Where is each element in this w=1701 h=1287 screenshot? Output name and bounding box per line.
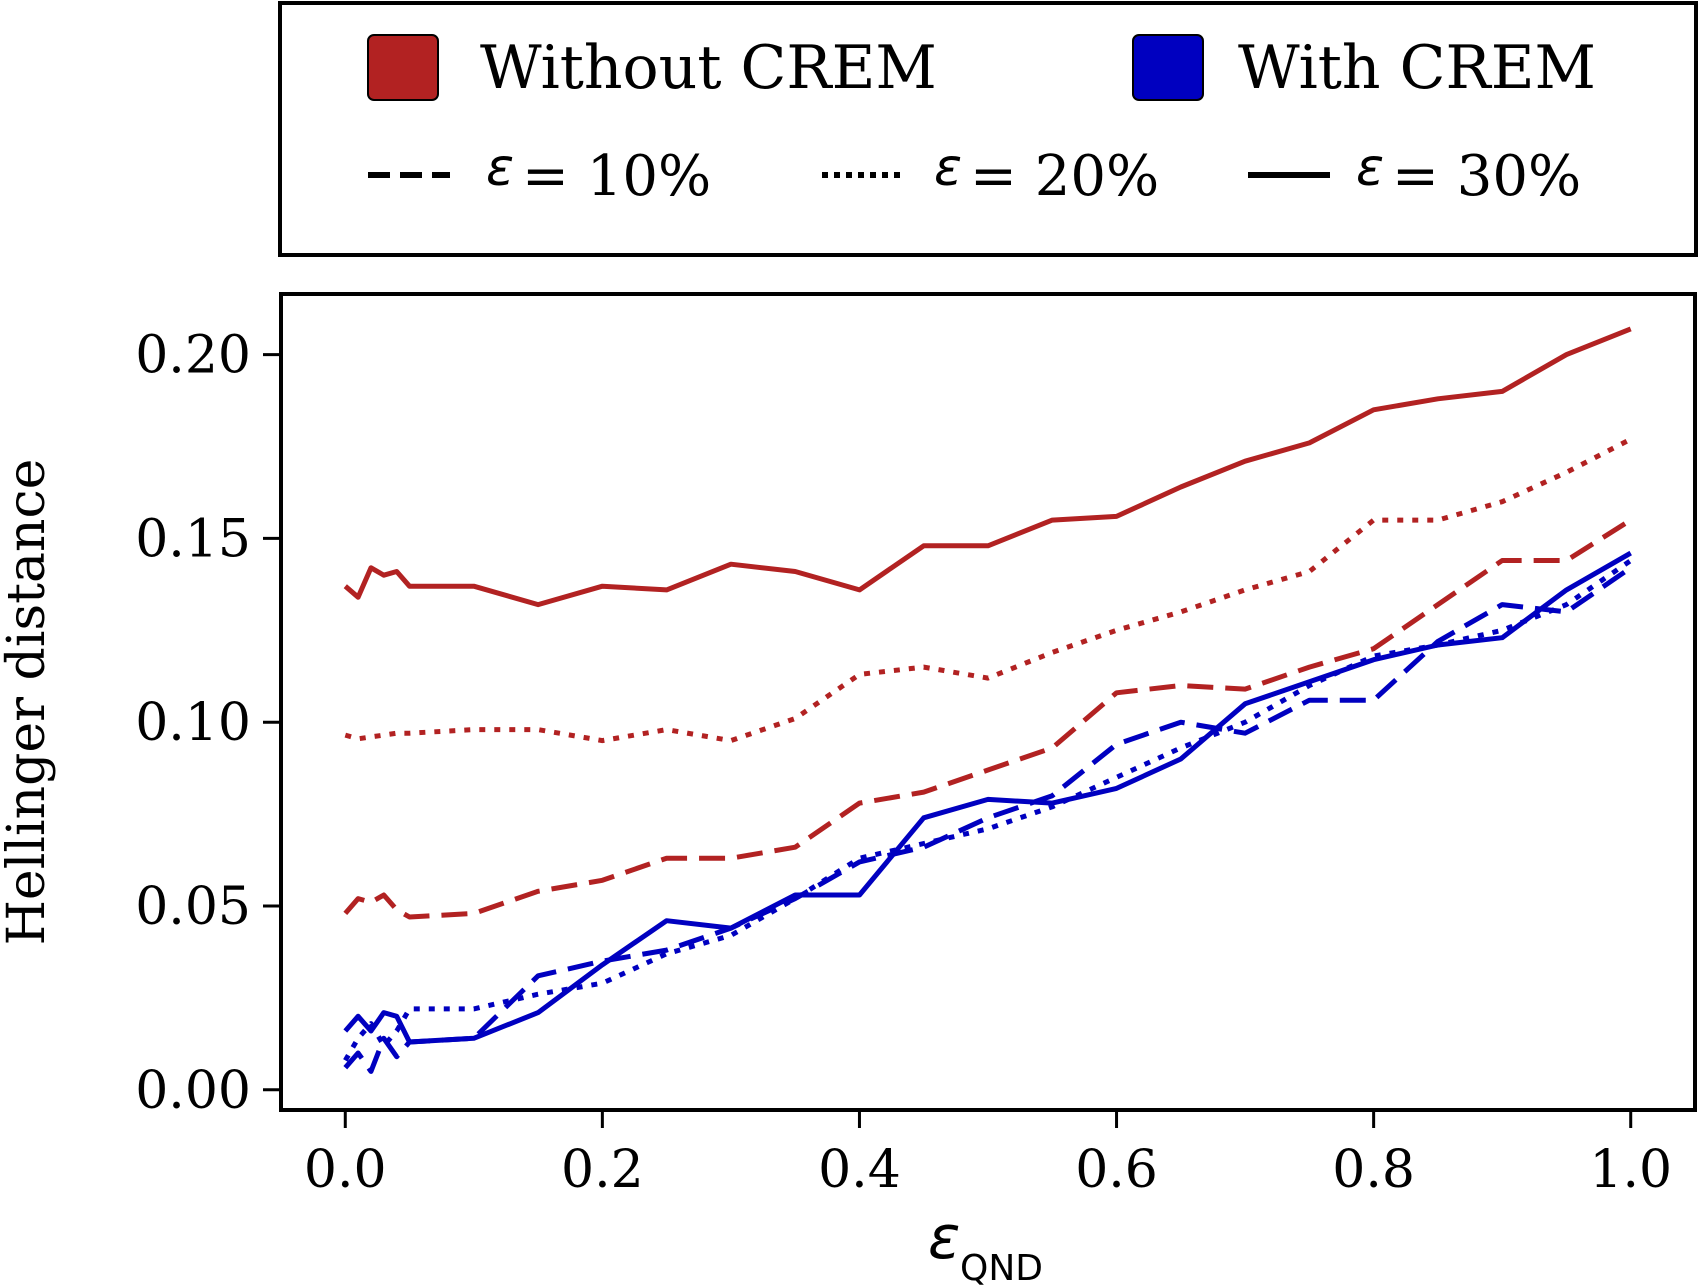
series-line-without-crem-eps-30 bbox=[343, 326, 1632, 608]
y-tick-label: 0.15 bbox=[135, 509, 251, 569]
series-line-without-crem-eps-20 bbox=[344, 436, 1632, 744]
x-axis-label-subscript: QND bbox=[960, 1248, 1043, 1287]
y-tick-label: 0.20 bbox=[135, 326, 251, 386]
series-layer bbox=[343, 326, 1633, 1074]
legend-label-eps-10: = 10% bbox=[522, 144, 711, 209]
legend-swatch-with-crem bbox=[1132, 34, 1204, 101]
legend-symbol-eps-30: ε bbox=[1356, 138, 1384, 198]
legend-entry-with-crem: With CREM bbox=[1132, 33, 1596, 103]
legend: Without CREM With CREM ε = 10% ε = 20% ε… bbox=[278, 1, 1698, 257]
legend-label-with-crem: With CREM bbox=[1238, 33, 1596, 103]
series-line-with-crem-eps-10 bbox=[343, 565, 1633, 1074]
legend-frame bbox=[278, 1, 1698, 257]
legend-label-eps-30: = 30% bbox=[1392, 144, 1581, 209]
series-line-with-crem-eps-30 bbox=[343, 550, 1632, 1045]
y-tick-label: 0.10 bbox=[135, 693, 251, 753]
legend-entry-eps-20: ε = 20% bbox=[822, 138, 1159, 209]
plot-frame bbox=[279, 292, 1697, 1112]
x-axis-label: ε QND bbox=[928, 1203, 1043, 1287]
y-tick-label: 0.00 bbox=[135, 1061, 251, 1121]
y-axis-ticks: 0.00 0.05 0.10 0.15 0.20 bbox=[135, 326, 281, 1121]
legend-entry-eps-30: ε = 30% bbox=[1248, 138, 1581, 209]
y-tick-label: 0.05 bbox=[135, 877, 251, 937]
x-tick-label: 0.6 bbox=[1075, 1140, 1158, 1200]
legend-entry-without-crem: Without CREM bbox=[367, 33, 937, 103]
x-tick-label: 0.4 bbox=[818, 1140, 901, 1200]
legend-label-without-crem: Without CREM bbox=[480, 33, 937, 103]
x-tick-label: 0.0 bbox=[304, 1140, 387, 1200]
legend-symbol-eps-10: ε bbox=[486, 138, 514, 198]
x-axis-ticks: 0.0 0.2 0.4 0.6 0.8 1.0 bbox=[304, 1110, 1672, 1200]
series-line-with-crem-eps-20 bbox=[343, 558, 1633, 1062]
x-tick-label: 1.0 bbox=[1589, 1140, 1672, 1200]
legend-symbol-eps-20: ε bbox=[934, 138, 962, 198]
legend-swatch-without-crem bbox=[367, 34, 439, 101]
y-axis-label: Hellinger distance bbox=[0, 459, 57, 946]
x-tick-label: 0.2 bbox=[561, 1140, 644, 1200]
legend-entry-eps-10: ε = 10% bbox=[368, 138, 711, 209]
plot-area: 0.0 0.2 0.4 0.6 0.8 1.0 0.00 0.05 0.10 0.15 0.20 bbox=[135, 292, 1697, 1200]
legend-label-eps-20: = 20% bbox=[970, 144, 1159, 209]
x-axis-label-symbol: ε bbox=[928, 1203, 960, 1273]
series-line-without-crem-eps-10 bbox=[343, 517, 1633, 920]
x-tick-label: 0.8 bbox=[1332, 1140, 1415, 1200]
